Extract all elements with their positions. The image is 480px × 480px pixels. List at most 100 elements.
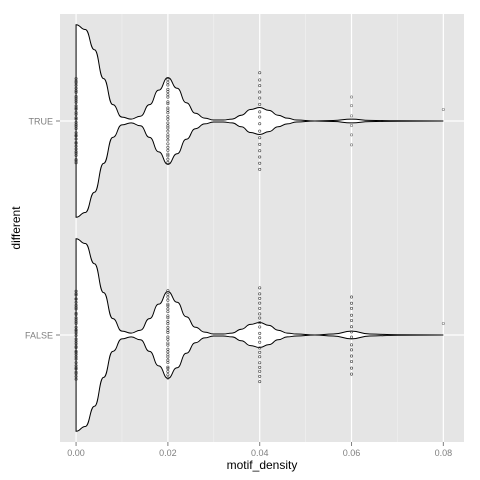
data-point [74, 321, 78, 325]
data-point [74, 316, 78, 320]
y-tick-label-false: FALSE [25, 331, 53, 341]
data-point [441, 107, 445, 111]
data-point [166, 355, 170, 359]
data-point [350, 295, 354, 299]
data-point [166, 129, 170, 133]
data-point [258, 96, 262, 100]
data-point [74, 106, 78, 110]
data-point [258, 325, 262, 329]
x-axis-title: motif_density [227, 458, 298, 472]
data-point [350, 306, 354, 310]
data-point [258, 321, 262, 325]
data-point [74, 292, 78, 296]
data-point [74, 357, 78, 361]
y-axis-title: different [9, 206, 23, 250]
data-point [74, 320, 78, 324]
data-point [166, 148, 170, 152]
data-point [166, 80, 170, 84]
data-point [166, 83, 170, 87]
data-point [258, 129, 262, 133]
data-point [74, 79, 78, 83]
data-point [74, 100, 78, 104]
data-point [166, 95, 170, 99]
data-point [258, 136, 262, 140]
data-point [258, 115, 262, 119]
data-point [74, 374, 78, 378]
data-point [166, 316, 170, 320]
data-point [166, 121, 170, 125]
data-point [350, 143, 354, 147]
data-point [258, 292, 262, 296]
data-point [166, 310, 170, 314]
data-point [74, 123, 78, 127]
data-point [74, 134, 78, 138]
data-point [350, 330, 354, 334]
data-point [74, 328, 78, 332]
data-point [350, 366, 354, 370]
data-point [166, 369, 170, 373]
data-point [166, 126, 170, 130]
data-point [166, 152, 170, 156]
data-point [350, 372, 354, 376]
data-point [350, 359, 354, 363]
data-point [74, 141, 78, 145]
data-point [74, 161, 78, 165]
data-point [74, 346, 78, 350]
data-point [166, 117, 170, 121]
data-point [166, 337, 170, 341]
data-point [166, 350, 170, 354]
data-point [258, 365, 262, 369]
x-tick-label: 0.00 [67, 448, 85, 458]
data-point [258, 340, 262, 344]
data-point [74, 293, 78, 297]
data-point [166, 100, 170, 104]
data-point [258, 369, 262, 373]
data-point [166, 302, 170, 306]
data-point [166, 111, 170, 115]
data-point [258, 336, 262, 340]
data-point [74, 361, 78, 365]
data-point [74, 372, 78, 376]
data-point [258, 306, 262, 310]
data-point [74, 342, 78, 346]
x-tick-label: 0.08 [435, 448, 453, 458]
data-point [166, 304, 170, 308]
data-point [350, 133, 354, 137]
data-point [350, 114, 354, 118]
data-point [166, 138, 170, 142]
data-point [350, 348, 354, 352]
data-point [166, 142, 170, 146]
data-point [258, 380, 262, 384]
y-tick-label-true: TRUE [29, 117, 54, 127]
data-point [258, 331, 262, 335]
data-point [258, 102, 262, 106]
data-point [166, 365, 170, 369]
data-point [74, 116, 78, 120]
data-point [258, 90, 262, 94]
data-point [74, 158, 78, 162]
data-point [74, 111, 78, 115]
data-point [258, 71, 262, 75]
data-point [166, 157, 170, 161]
data-point [166, 160, 170, 164]
data-point [74, 94, 78, 98]
data-point [166, 145, 170, 149]
data-point [350, 104, 354, 108]
data-point [441, 321, 445, 325]
data-point [258, 296, 262, 300]
data-point [74, 159, 78, 163]
x-tick-label: 0.04 [251, 448, 269, 458]
data-point [74, 150, 78, 154]
data-point [74, 137, 78, 141]
data-point [74, 153, 78, 157]
data-point [258, 316, 262, 320]
panel-background [60, 14, 464, 442]
violins [75, 24, 444, 432]
data-point [74, 117, 78, 121]
data-point [258, 312, 262, 316]
data-point [166, 325, 170, 329]
data-point [166, 361, 170, 365]
data-point [350, 325, 354, 329]
data-point [258, 78, 262, 82]
